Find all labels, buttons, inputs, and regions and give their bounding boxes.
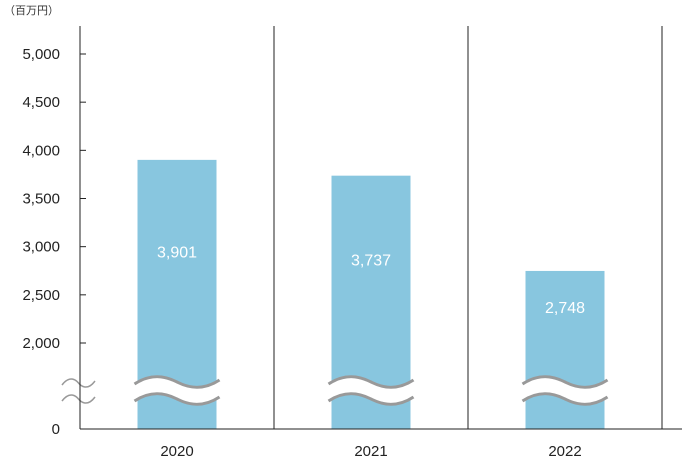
- axis-break-line-top-2021: [327, 375, 415, 389]
- axis-break-gap-2021: [328, 376, 414, 405]
- axis-break-group: [61, 375, 609, 406]
- x-label-2020: 2020: [160, 443, 193, 460]
- plot-frame: [79, 26, 682, 430]
- y-tick-label-4500: 4,500: [22, 94, 60, 111]
- x-label-2021: 2021: [354, 443, 387, 460]
- x-axis-labels: 2020 2021 2022: [160, 443, 581, 460]
- axis-break-line-top-2022: [521, 375, 609, 389]
- axis-break-line-top-2020: [133, 375, 221, 389]
- y-tick-label-3500: 3,500: [22, 191, 60, 208]
- bar-2022: [525, 270, 605, 429]
- axis-break-gap-2022: [522, 376, 608, 405]
- bar-value-label-2022: 2,748: [545, 300, 585, 317]
- axis-break-line-bottom-2022: [521, 392, 609, 406]
- axis-break-gap-2020: [134, 376, 220, 405]
- axis-break-line-bottom-2020: [133, 392, 221, 406]
- y-axis-break-mark-1: [61, 378, 96, 388]
- y-tick-label-3000: 3,000: [22, 239, 60, 256]
- y-tick-label-5000: 5,000: [22, 46, 60, 63]
- x-label-2022: 2022: [548, 443, 581, 460]
- unit-label: （百万円）: [4, 4, 59, 17]
- y-tick-label-4000: 4,000: [22, 142, 60, 159]
- y-axis-break-mark-2: [61, 394, 96, 404]
- y-axis-ticks: 0 2,000 2,500 3,000 3,500 4,000 4,500 5,000: [22, 46, 86, 438]
- y-tick-label-2500: 2,500: [22, 287, 60, 304]
- axis-break-line-bottom-2021: [327, 392, 415, 406]
- y-tick-label-2000: 2,000: [22, 335, 60, 352]
- y-tick-label-0: 0: [52, 421, 60, 438]
- bar-value-label-2020: 3,901: [157, 244, 197, 261]
- bar-value-label-2021: 3,737: [351, 252, 391, 269]
